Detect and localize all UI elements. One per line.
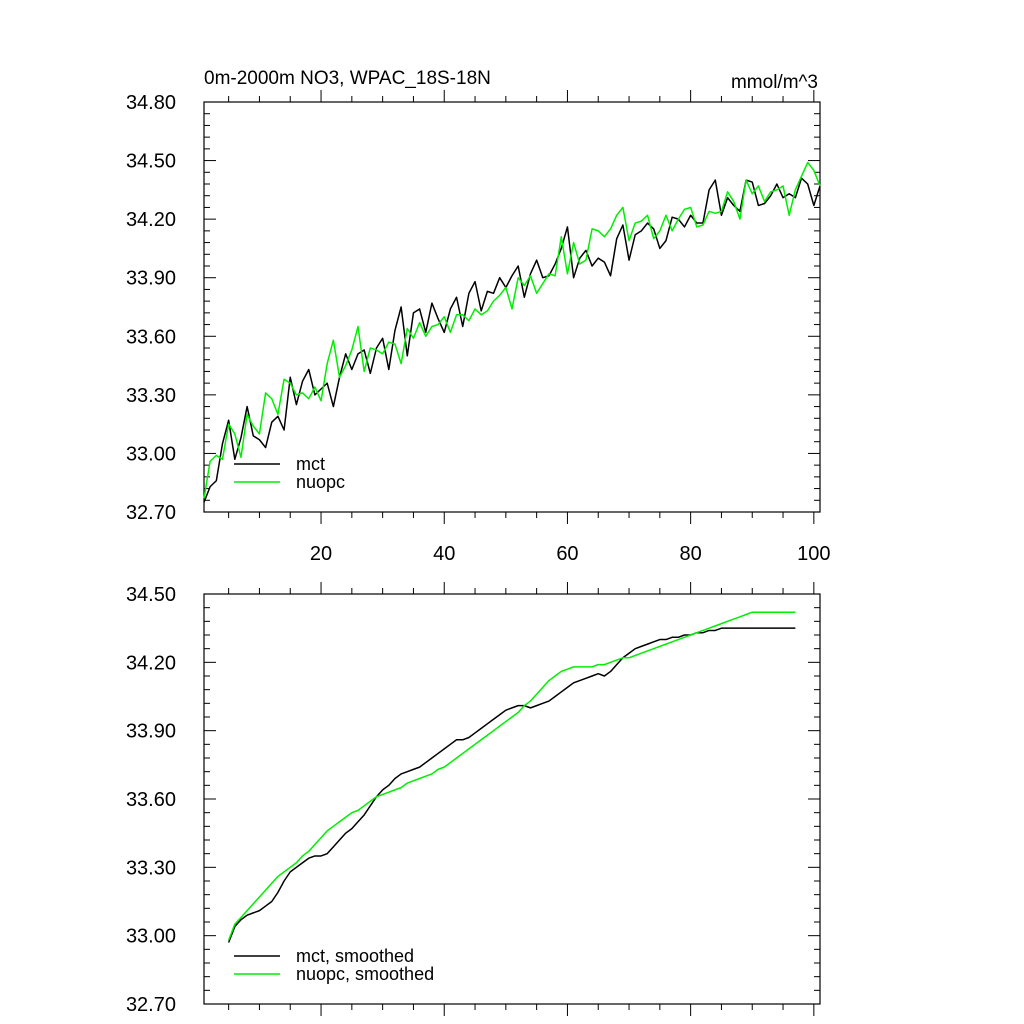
y-tick-label: 34.50 (126, 151, 176, 173)
y-tick-label: 33.90 (126, 268, 176, 290)
x-tick-label: 60 (556, 543, 578, 565)
y-tick-label: 34.20 (126, 209, 176, 231)
bottom-panel: 32.70 33.00 33.30 33.60 33.90 34.20 34.50 mct,… (126, 582, 821, 1016)
series-line-nuopc-smoothed (227, 611, 796, 941)
y-tick-label: 33.60 (126, 326, 176, 348)
x-tick-label: 20 (310, 543, 332, 565)
y-tick-label: 33.30 (126, 857, 176, 879)
y-tick-label: 33.90 (126, 721, 176, 743)
y-tick-label: 33.60 (126, 789, 176, 811)
x-tick-label: 100 (797, 543, 830, 565)
chart-title: 0m-2000m NO3, WPAC_18S-18N (204, 68, 491, 89)
units-label: mmol/m^3 (731, 72, 818, 93)
y-tick-label: 34.50 (126, 584, 176, 606)
series-line-nuopc (203, 161, 821, 499)
x-tick-label: 80 (680, 543, 702, 565)
y-tick-label: 33.00 (126, 926, 176, 948)
plot-frame (203, 101, 821, 513)
legend-label: nuopc (296, 472, 345, 492)
plot-frame (203, 593, 821, 1005)
series-line-mct (203, 177, 821, 503)
top-series (203, 161, 821, 503)
y-tick-label: 33.00 (126, 443, 176, 465)
legend-label: mct, smoothed (296, 946, 414, 966)
top-axes: 32.70 33.00 33.30 33.60 33.90 34.20 34.50 34.80… (126, 90, 831, 565)
series-line-mct-smoothed (227, 627, 796, 943)
y-tick-label: 34.20 (126, 652, 176, 674)
y-tick-label: 34.80 (126, 92, 176, 114)
y-tick-label: 33.30 (126, 385, 176, 407)
x-tick-label: 40 (433, 543, 455, 565)
top-panel: 0m-2000m NO3, WPAC_18S-18N mmol/m^3 32.7… (126, 68, 831, 565)
bottom-axes: 32.70 33.00 33.30 33.60 33.90 34.20 34.50 (126, 582, 821, 1016)
y-tick-label: 32.70 (126, 502, 176, 524)
legend-label: mct (296, 454, 325, 474)
y-tick-label: 32.70 (126, 994, 176, 1016)
bottom-series (227, 611, 796, 943)
legend-label: nuopc, smoothed (296, 964, 434, 984)
